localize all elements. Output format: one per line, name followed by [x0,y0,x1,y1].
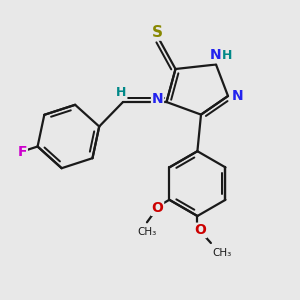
Text: F: F [18,146,27,160]
Text: O: O [194,224,206,237]
Text: H: H [222,49,233,62]
Text: O: O [152,201,164,215]
Text: N: N [210,49,222,62]
Text: N: N [152,92,163,106]
Text: CH₃: CH₃ [212,248,232,257]
Text: H: H [116,86,127,100]
Text: CH₃: CH₃ [137,227,157,237]
Text: S: S [152,25,163,40]
Text: N: N [232,89,243,103]
